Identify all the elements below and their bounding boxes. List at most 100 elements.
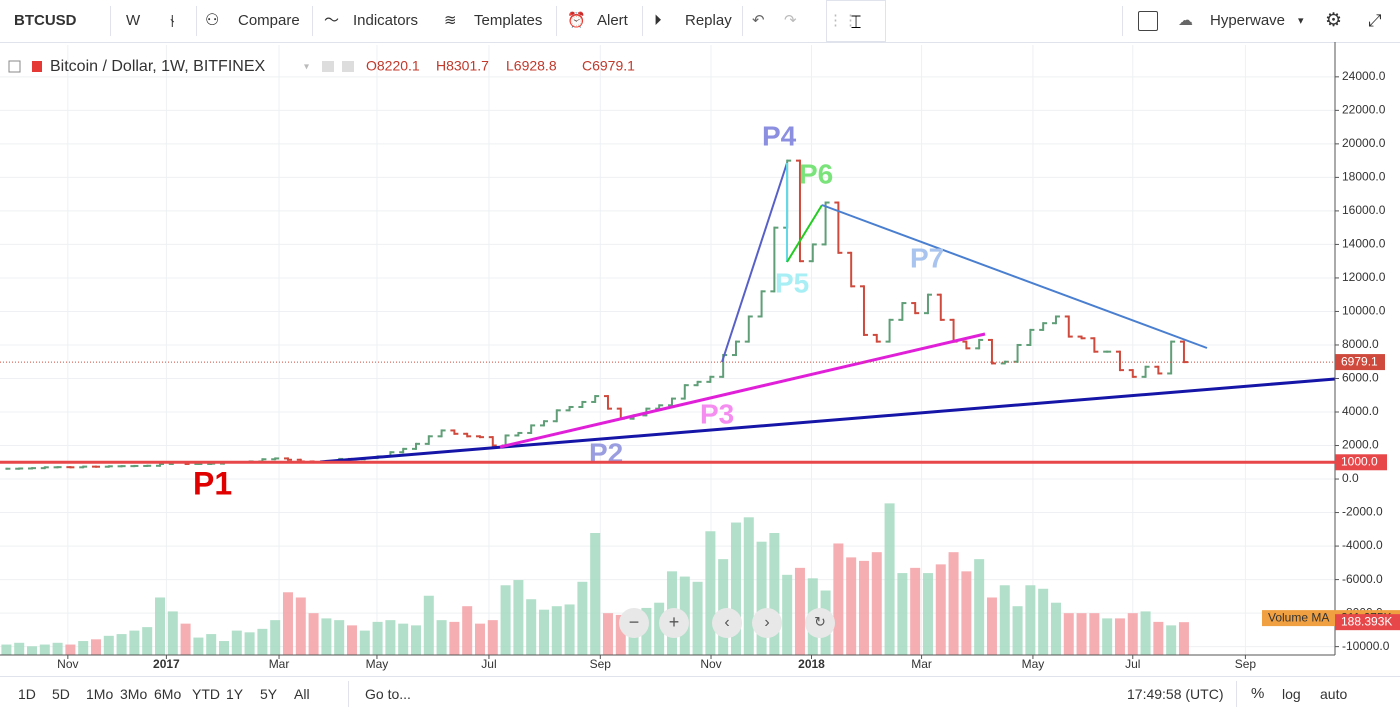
y-tick-label: 14000.0: [1342, 237, 1386, 251]
volume-bar: [1114, 618, 1125, 655]
scroll-left-icon: ‹: [724, 614, 729, 631]
replay-button[interactable]: Replay: [685, 12, 732, 29]
zoom-in[interactable]: [659, 608, 689, 638]
volume-bar: [1012, 606, 1023, 655]
interval[interactable]: W: [126, 12, 141, 29]
expand-icon[interactable]: [8, 60, 21, 73]
volume-bar: [346, 625, 357, 655]
volume-bar: [52, 642, 63, 655]
auto-toggle[interactable]: auto: [1320, 686, 1348, 702]
undo[interactable]: ↶: [752, 12, 765, 29]
settings[interactable]: ⚙: [1325, 10, 1343, 31]
separator: [348, 681, 349, 707]
top-toolbar: BTCUSD W ⫮ ⚇ Compare 〜 Indicators ≋ Temp…: [0, 0, 1400, 43]
volume-bar: [1166, 625, 1177, 655]
y-tick-label: -2000.0: [1342, 505, 1383, 519]
indicators-button[interactable]: Indicators: [353, 12, 419, 29]
annotation: P3: [700, 398, 734, 429]
visibility-icon[interactable]: [322, 61, 334, 72]
scroll-right[interactable]: [752, 608, 782, 638]
range-button[interactable]: 6Mo: [154, 686, 182, 702]
range-button[interactable]: 1Y: [226, 686, 244, 702]
drag-handle: ⋮⋮: [828, 12, 858, 29]
volume-bar: [334, 620, 345, 655]
scroll-left[interactable]: [712, 608, 742, 638]
goto[interactable]: Go to...: [365, 686, 411, 702]
volume-bar: [218, 641, 229, 655]
range-button[interactable]: 5D: [52, 686, 70, 702]
separator: [312, 6, 313, 36]
range-button[interactable]: YTD: [192, 686, 220, 702]
level-label-box: [1335, 454, 1387, 471]
x-tick-label: Jul: [1125, 657, 1140, 671]
annotation: P5: [775, 267, 809, 298]
y-tick-label: 24000.0: [1342, 69, 1386, 83]
range-button[interactable]: All: [294, 686, 310, 702]
bottom-toolbar: 1D 5D 1Mo 3Mo 6Mo YTD 1Y 5Y All Go to... 17:49:5…: [0, 676, 1400, 711]
annotation: P1: [193, 465, 232, 501]
volume-bar: [1050, 602, 1061, 655]
layout-arrow[interactable]: ▾: [1298, 15, 1304, 27]
volume-bar: [769, 533, 780, 655]
volume-bar: [743, 517, 754, 655]
x-tick-label: 2018: [798, 657, 825, 671]
volume-bar: [359, 630, 370, 655]
volume-bar: [884, 503, 895, 655]
separator: [196, 6, 197, 36]
scroll-right-icon: ›: [764, 614, 769, 631]
x-tick-label: Jul: [481, 657, 496, 671]
volume-bar: [39, 644, 50, 655]
y-tick-label: 16000.0: [1342, 203, 1386, 217]
log-toggle[interactable]: log: [1282, 686, 1301, 702]
templates-button[interactable]: Templates: [474, 12, 543, 29]
volume-bar: [270, 620, 281, 655]
compare-button[interactable]: Compare: [238, 12, 300, 29]
separator: [1122, 6, 1123, 36]
zoom-out[interactable]: [619, 608, 649, 638]
volume-bar: [1102, 618, 1113, 655]
volume-bar: [193, 637, 204, 655]
range-button[interactable]: 1Mo: [86, 686, 114, 702]
layout-name[interactable]: Hyperwave: [1210, 12, 1286, 29]
trendline-p2: [319, 377, 1336, 464]
settings-icon[interactable]: [342, 61, 354, 72]
volume-bar: [922, 573, 933, 655]
volume-bar: [14, 642, 25, 655]
fullscreen-box[interactable]: [1138, 11, 1158, 31]
symbol[interactable]: BTCUSD: [14, 12, 77, 29]
volume-bar: [910, 567, 921, 655]
zoom-out-icon: −: [629, 612, 640, 632]
range-button[interactable]: 1D: [18, 686, 36, 702]
fullscreen[interactable]: ⤢: [1368, 11, 1382, 30]
reset[interactable]: [805, 608, 835, 638]
trendline-p7: [821, 204, 1208, 349]
volume-bar: [692, 581, 703, 655]
legend-menu[interactable]: ▾: [304, 62, 309, 73]
redo[interactable]: ↷: [784, 12, 797, 29]
drawing-tool[interactable]: ⌶: [826, 0, 886, 42]
x-tick-label: Mar: [269, 657, 290, 671]
volume-bar: [871, 552, 882, 655]
volume-bar: [1025, 585, 1036, 655]
volume-bar: [410, 625, 421, 655]
volume-bar: [718, 559, 729, 655]
trendline-p4: [721, 162, 788, 363]
separator: [110, 6, 111, 36]
bar-style-icon[interactable]: ⫮: [170, 11, 175, 31]
volume-bar: [78, 641, 89, 655]
last-price-label: 6979.1: [1341, 354, 1378, 368]
volume-bar: [974, 559, 985, 655]
volume-bar: [180, 623, 191, 655]
range-button[interactable]: 3Mo: [120, 686, 148, 702]
volume-bar: [449, 621, 460, 655]
y-tick-label: 2000.0: [1342, 438, 1379, 452]
volume-bar: [167, 611, 178, 655]
range-button[interactable]: 5Y: [260, 686, 278, 702]
legend-value: H8301.7: [436, 58, 489, 74]
percent-toggle[interactable]: %: [1251, 685, 1265, 702]
alert-button[interactable]: Alert: [597, 12, 628, 29]
volume-bar: [90, 639, 101, 655]
x-tick-label: Sep: [1235, 657, 1257, 671]
alert-icon: ⏰: [567, 12, 586, 29]
volume-bar: [1, 644, 12, 655]
